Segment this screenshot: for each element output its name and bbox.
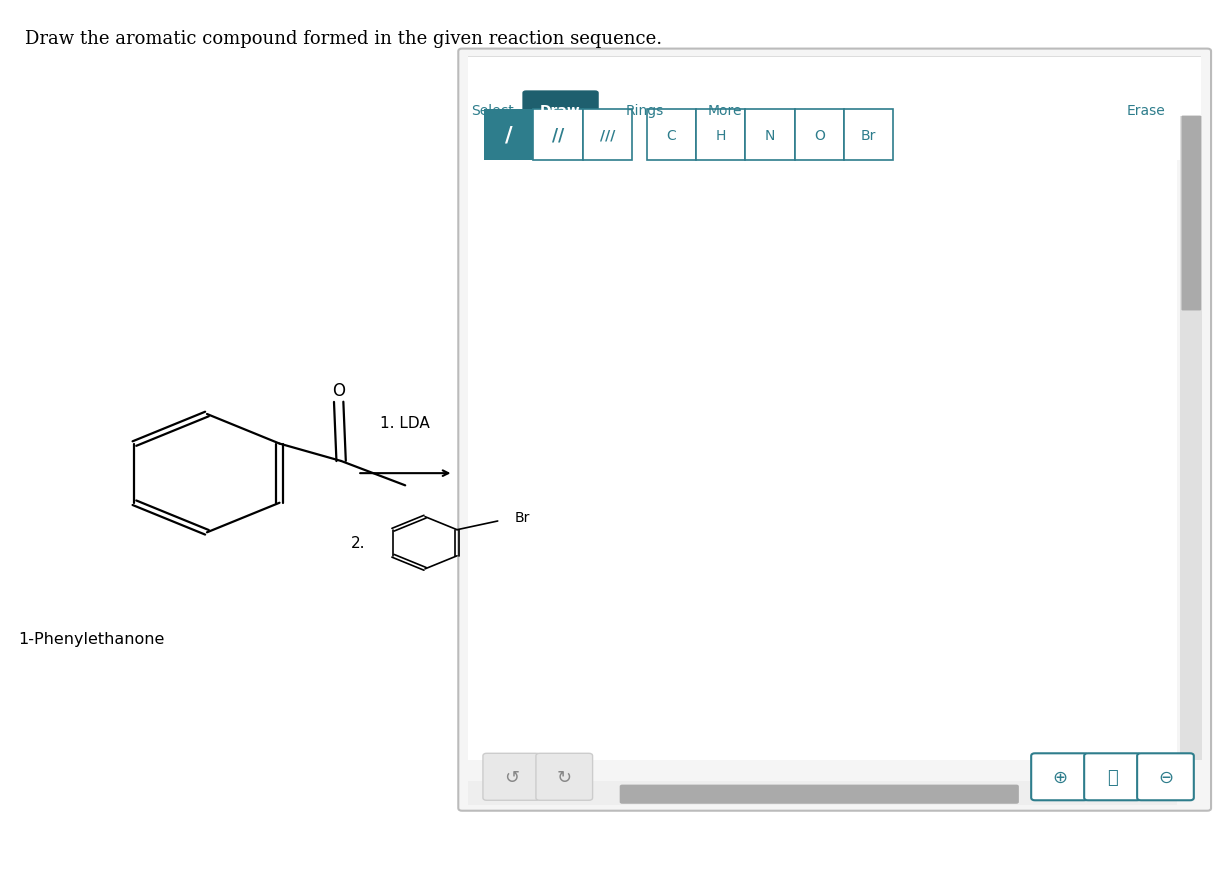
Text: ⤢: ⤢ <box>1108 768 1117 786</box>
FancyBboxPatch shape <box>844 110 893 161</box>
FancyBboxPatch shape <box>647 110 696 161</box>
Text: N: N <box>765 129 775 143</box>
FancyBboxPatch shape <box>795 110 844 161</box>
Text: ⊖: ⊖ <box>1158 768 1173 786</box>
Text: Draw the aromatic compound formed in the given reaction sequence.: Draw the aromatic compound formed in the… <box>25 30 662 49</box>
Text: //: // <box>552 127 564 144</box>
FancyBboxPatch shape <box>522 91 599 133</box>
FancyBboxPatch shape <box>484 110 533 161</box>
FancyBboxPatch shape <box>483 753 540 800</box>
Text: /: / <box>505 126 513 145</box>
Text: ⊕: ⊕ <box>1052 768 1067 786</box>
Text: Br: Br <box>515 510 530 524</box>
Text: 1-Phenylethanone: 1-Phenylethanone <box>18 631 165 647</box>
Text: Select: Select <box>472 104 514 118</box>
FancyBboxPatch shape <box>468 56 1201 58</box>
FancyBboxPatch shape <box>620 785 1019 804</box>
Text: C: C <box>667 129 676 143</box>
FancyBboxPatch shape <box>696 110 745 161</box>
Text: ↺: ↺ <box>504 768 519 786</box>
FancyBboxPatch shape <box>468 117 1177 760</box>
Text: 2.: 2. <box>351 535 366 551</box>
Text: Draw: Draw <box>540 104 582 118</box>
FancyBboxPatch shape <box>458 50 1211 811</box>
FancyBboxPatch shape <box>745 110 795 161</box>
Text: Br: Br <box>861 129 876 143</box>
Text: More: More <box>707 104 742 118</box>
Text: Erase: Erase <box>1126 104 1165 118</box>
FancyBboxPatch shape <box>1031 753 1088 800</box>
Text: O: O <box>333 382 345 400</box>
FancyBboxPatch shape <box>468 781 1177 806</box>
FancyBboxPatch shape <box>1180 117 1202 760</box>
Text: ↻: ↻ <box>557 768 572 786</box>
FancyBboxPatch shape <box>1084 753 1141 800</box>
Text: ///: /// <box>600 129 615 143</box>
FancyBboxPatch shape <box>1181 116 1201 311</box>
FancyBboxPatch shape <box>536 753 593 800</box>
Text: O: O <box>814 129 824 143</box>
Text: H: H <box>716 129 726 143</box>
FancyBboxPatch shape <box>1137 753 1194 800</box>
Text: 1. LDA: 1. LDA <box>381 415 430 431</box>
FancyBboxPatch shape <box>583 110 632 161</box>
FancyBboxPatch shape <box>533 110 583 161</box>
FancyBboxPatch shape <box>468 56 1201 161</box>
Text: Rings: Rings <box>625 104 664 118</box>
